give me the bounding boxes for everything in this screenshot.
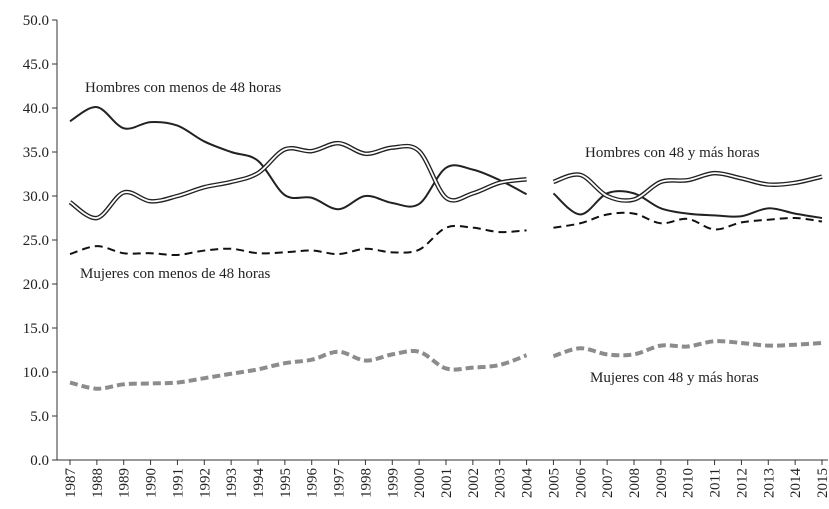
series-label: Mujeres con 48 y más horas <box>590 370 759 386</box>
x-tick-label: 2002 <box>466 468 482 498</box>
x-tick-label: 2009 <box>654 468 670 498</box>
y-tick-label: 50.0 <box>23 13 49 29</box>
x-tick-label: 2000 <box>412 468 428 498</box>
series-line-outer <box>552 170 823 203</box>
x-tick-label: 2008 <box>627 468 643 498</box>
series-line-inner <box>69 142 527 219</box>
series-line <box>552 339 823 359</box>
series-label: Mujeres con menos de 48 horas <box>80 266 271 282</box>
series-line <box>553 211 823 231</box>
x-tick-label: 1997 <box>332 468 348 499</box>
x-tick-label: 2005 <box>546 468 562 498</box>
series-label: Hombres con menos de 48 horas <box>85 80 281 96</box>
series-line-outer <box>68 140 527 221</box>
y-tick-label: 25.0 <box>23 233 49 249</box>
series-line <box>69 348 528 391</box>
y-tick-label: 45.0 <box>23 57 49 73</box>
y-tick-label: 40.0 <box>23 101 49 117</box>
series-line-inner <box>553 172 823 202</box>
x-tick-label: 2015 <box>815 468 829 498</box>
x-tick-label: 1992 <box>197 468 213 498</box>
x-tick-label: 1995 <box>278 468 294 498</box>
x-tick-label: 1999 <box>385 468 401 498</box>
series-label: Hombres con 48 y más horas <box>585 145 760 161</box>
x-tick-label: 2010 <box>681 468 697 498</box>
x-tick-label: 1988 <box>90 468 106 498</box>
x-tick-label: 2001 <box>439 468 455 498</box>
x-tick-label: 2013 <box>761 468 777 498</box>
x-tick-label: 1991 <box>170 468 186 498</box>
x-tick-label: 2003 <box>493 468 509 498</box>
y-tick-label: 0.0 <box>30 453 49 469</box>
series-line <box>552 190 823 219</box>
y-tick-label: 15.0 <box>23 321 49 337</box>
x-tick-label: 2014 <box>788 468 804 499</box>
x-tick-label: 2012 <box>734 468 750 498</box>
series-line <box>69 224 527 257</box>
x-tick-label: 1987 <box>63 468 79 499</box>
x-tick-label: 1994 <box>251 468 267 499</box>
x-tick-label: 2006 <box>573 468 589 499</box>
x-tick-label: 1993 <box>224 468 240 498</box>
y-tick-label: 5.0 <box>30 409 49 425</box>
x-tick-label: 2007 <box>600 468 616 499</box>
x-tick-label: 2004 <box>520 468 536 499</box>
x-tick-label: 2011 <box>708 468 724 497</box>
y-tick-label: 35.0 <box>23 145 49 161</box>
series-line <box>69 106 528 211</box>
x-tick-label: 1998 <box>358 468 374 498</box>
x-tick-label: 1989 <box>117 468 133 498</box>
x-tick-label: 1996 <box>305 468 321 499</box>
y-tick-label: 20.0 <box>23 277 49 293</box>
y-tick-label: 10.0 <box>23 365 49 381</box>
x-tick-label: 1990 <box>144 468 160 498</box>
y-tick-label: 30.0 <box>23 189 49 205</box>
